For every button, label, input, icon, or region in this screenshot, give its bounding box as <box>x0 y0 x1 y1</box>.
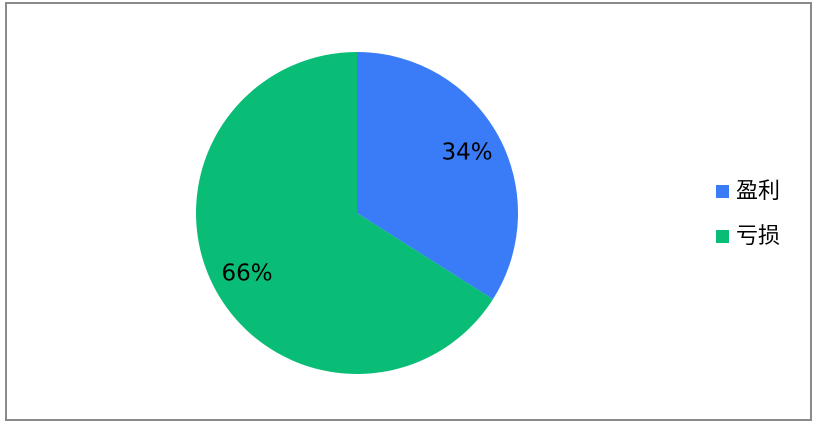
pie-slice-value-label-0: 34% <box>441 140 492 166</box>
legend-item-loss[interactable]: 亏损 <box>716 222 780 251</box>
legend-item-profit[interactable]: 盈利 <box>716 177 780 206</box>
legend-swatch-loss <box>716 230 729 243</box>
legend: 盈利 亏损 <box>716 177 780 251</box>
legend-label-loss: 亏损 <box>736 224 781 249</box>
pie-slice-labels: 34% 66% <box>221 140 492 287</box>
legend-swatch-profit <box>716 185 729 198</box>
pie-slices <box>196 52 519 374</box>
pie-slice-0[interactable] <box>357 52 519 300</box>
legend-label-profit: 盈利 <box>736 179 781 204</box>
pie-slice-1[interactable] <box>196 52 493 374</box>
pie-slice-value-label-1: 66% <box>221 261 272 287</box>
